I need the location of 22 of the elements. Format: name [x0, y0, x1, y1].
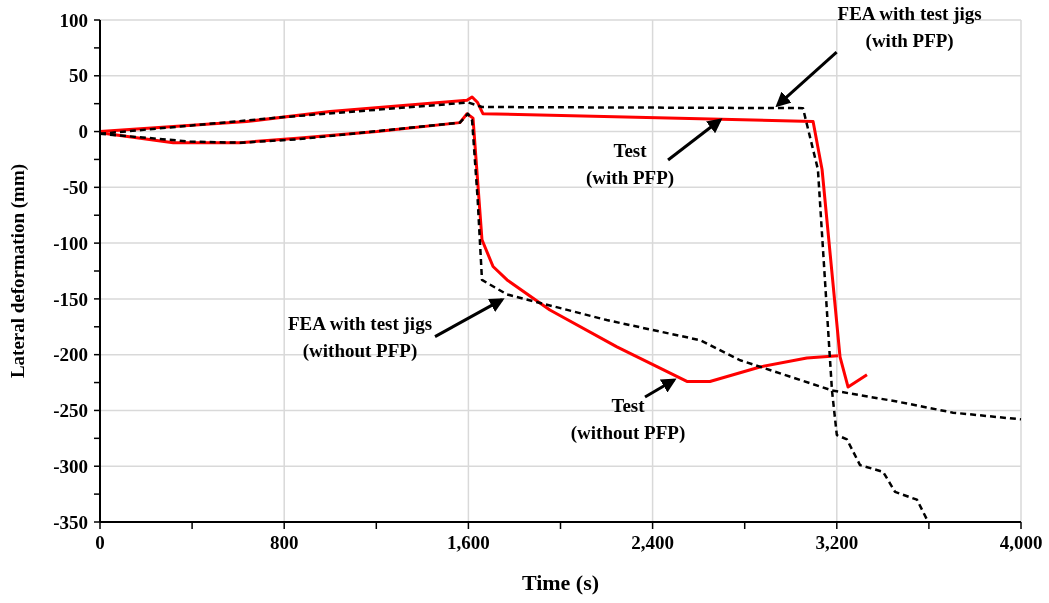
annotation: Test (without PFP) [570, 394, 686, 444]
y-tick-label: 50 [69, 65, 88, 87]
x-tick-label: 2,400 [631, 532, 674, 553]
x-tick-label: 800 [269, 532, 299, 553]
y-axis-title: Lateral deformation (mm) [7, 163, 29, 379]
y-tick-label: -350 [53, 511, 88, 533]
x-tick-label: 4,000 [999, 532, 1043, 553]
annotation: FEA with test jigs (with PFP) [837, 3, 982, 53]
x-axis-title: Time (s) [521, 570, 600, 595]
y-tick-label: -100 [53, 232, 88, 254]
x-tick-label: 0 [95, 532, 105, 553]
y-tick-label: -200 [53, 344, 88, 366]
y-tick-label: -150 [53, 288, 88, 310]
x-tick-label: 3,200 [815, 532, 859, 553]
y-tick-label: 0 [78, 121, 88, 143]
y-tick-label: 100 [59, 9, 88, 31]
annotation: Test (with PFP) [585, 140, 675, 190]
y-tick-label: -300 [53, 455, 88, 477]
x-tick-label: 1,600 [447, 532, 490, 553]
annotation: FEA with test jigs (without PFP) [287, 312, 433, 362]
y-tick-label: -250 [53, 400, 88, 422]
y-tick-label: -50 [62, 176, 88, 198]
